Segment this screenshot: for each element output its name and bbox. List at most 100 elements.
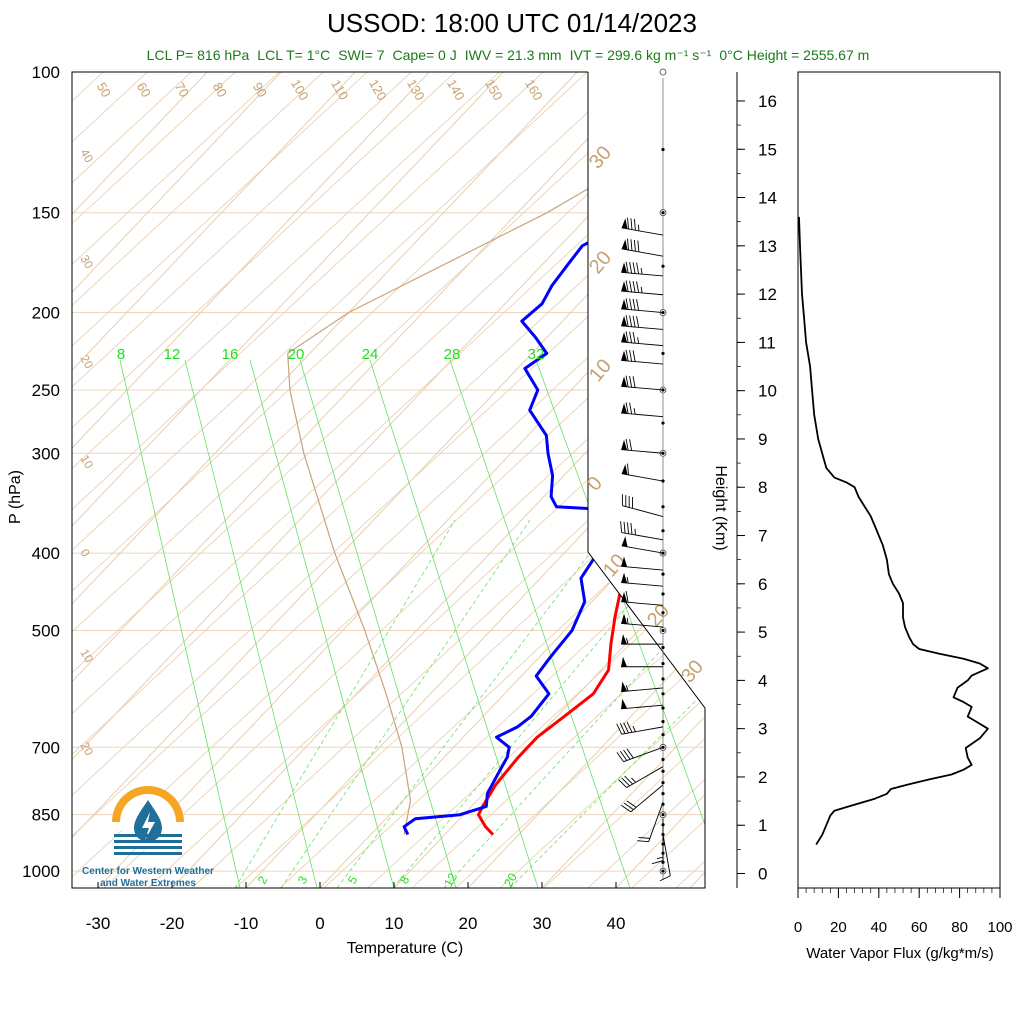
wind-level-dot bbox=[661, 645, 665, 650]
isotherm-line bbox=[245, 72, 705, 888]
barb-half bbox=[626, 638, 629, 645]
wind-level-dot bbox=[661, 529, 665, 533]
dry-adiabat bbox=[896, 0, 1024, 888]
barb-flag bbox=[621, 464, 628, 475]
dry-adiabat bbox=[72, 72, 577, 888]
barb-feather bbox=[625, 315, 629, 327]
isotherm-line bbox=[615, 72, 705, 888]
pressure-tick-label: 400 bbox=[32, 544, 60, 563]
dry-adiabat bbox=[72, 72, 269, 888]
barb-flag bbox=[621, 698, 628, 709]
dry-adiabat bbox=[103, 72, 705, 888]
flux-frame bbox=[797, 71, 1001, 889]
barb-feather bbox=[623, 749, 631, 760]
barb-half bbox=[656, 856, 664, 860]
flux-tick-label: 0 bbox=[794, 919, 802, 936]
dry-adiabat bbox=[940, 0, 1024, 888]
barb-shaft bbox=[623, 746, 664, 763]
pressure-tick-label: 700 bbox=[32, 738, 60, 757]
dry-adiabat bbox=[147, 72, 705, 888]
dry-adiabat bbox=[72, 72, 665, 888]
temperature-tick-label: -20 bbox=[160, 914, 185, 933]
stat-item: IWV = 21.3 mm bbox=[464, 47, 562, 63]
wind-barb bbox=[621, 681, 664, 693]
barb-shaft bbox=[621, 704, 664, 710]
skewt-plot-area bbox=[0, 0, 1024, 888]
wind-level-dot bbox=[661, 692, 665, 696]
theta-label: 110 bbox=[328, 77, 351, 102]
parcel-line bbox=[287, 134, 681, 835]
mixing-ratio-label: 20 bbox=[288, 346, 305, 363]
barb-flag bbox=[621, 262, 628, 273]
barb-flag bbox=[621, 218, 628, 229]
barb-feather bbox=[624, 775, 634, 785]
pressure-tick-label: 850 bbox=[32, 806, 60, 825]
wind-barb bbox=[621, 331, 664, 347]
barb-feather bbox=[633, 239, 636, 252]
barb-flag bbox=[621, 299, 628, 310]
wind-barb bbox=[621, 613, 664, 628]
dry-adiabat bbox=[499, 72, 705, 888]
moist-adiabat-label: 8 bbox=[397, 873, 413, 886]
flux-tick-label: 20 bbox=[830, 919, 847, 936]
stat-item: SWI= 7 bbox=[338, 47, 385, 63]
theta-label: 130 bbox=[404, 77, 428, 103]
isotherm-line bbox=[467, 72, 705, 888]
wind-barb bbox=[621, 698, 664, 710]
dry-adiabat bbox=[808, 0, 1024, 888]
height-tick-label: 11 bbox=[758, 333, 776, 352]
cw3e-logo bbox=[112, 786, 184, 855]
dry-adiabat bbox=[764, 0, 1024, 888]
barb-feather bbox=[626, 748, 634, 759]
temperature-tick-label: 10 bbox=[385, 914, 404, 933]
dry-adiabat bbox=[631, 72, 705, 888]
height-tick-label: 7 bbox=[758, 527, 767, 546]
pressure-tick-label: 250 bbox=[32, 381, 60, 400]
logo-caption: Center for Western Weather and Water Ext… bbox=[68, 866, 228, 890]
theta-label: 20 bbox=[585, 247, 616, 278]
barb-feather bbox=[637, 840, 649, 843]
wind-barb bbox=[621, 402, 664, 418]
height-tick-label: 1 bbox=[758, 816, 767, 835]
barb-flag bbox=[621, 316, 628, 327]
mixing-ratio-label: 16 bbox=[222, 346, 239, 363]
barb-shaft bbox=[621, 308, 664, 313]
isotherm-line bbox=[72, 72, 282, 888]
barb-feather bbox=[629, 375, 633, 388]
isotherm-line bbox=[72, 72, 208, 888]
isotherm-line bbox=[319, 72, 705, 888]
dry-adiabat bbox=[72, 72, 181, 888]
wind-barb bbox=[621, 656, 663, 668]
barb-flag bbox=[621, 572, 628, 584]
temperature-tick-label: 30 bbox=[533, 914, 552, 933]
theta-label: 0 bbox=[77, 547, 93, 560]
moist-adiabat-label: 3 bbox=[295, 873, 311, 886]
wind-barb bbox=[621, 298, 664, 313]
barb-flag bbox=[621, 239, 628, 250]
pressure-tick-label: 200 bbox=[32, 304, 60, 323]
wind-level-dot bbox=[661, 662, 665, 666]
wind-barb bbox=[621, 494, 664, 517]
barb-flag bbox=[621, 281, 628, 292]
moist-adiabat-label: 20 bbox=[501, 870, 520, 889]
barb-feather bbox=[630, 218, 633, 230]
wind-level-circle bbox=[659, 68, 667, 76]
barb-shaft bbox=[621, 227, 664, 236]
isotherm-line bbox=[72, 72, 430, 888]
mixing-ratio-label: 12 bbox=[164, 346, 181, 363]
stats-line: LCL P= 816 hPa LCL T= 1°C SWI= 7 Cape= 0 J I… bbox=[0, 47, 1024, 64]
isotherm-line bbox=[689, 72, 705, 888]
wind-level-dot bbox=[661, 719, 665, 724]
isotherm-line bbox=[72, 72, 504, 888]
flux-line bbox=[798, 216, 989, 845]
theta-label: 40 bbox=[77, 147, 96, 166]
pressure-tick-label: 1000 bbox=[22, 862, 60, 881]
dry-adiabat bbox=[0, 0, 4, 888]
barb-feather bbox=[629, 439, 633, 451]
wind-level-dot bbox=[661, 505, 665, 509]
temperature-tick-label: -30 bbox=[86, 914, 111, 933]
barb-feather bbox=[630, 522, 633, 535]
barb-shaft bbox=[621, 248, 664, 257]
dry-adiabat bbox=[587, 72, 705, 888]
logo-wave bbox=[114, 852, 182, 855]
